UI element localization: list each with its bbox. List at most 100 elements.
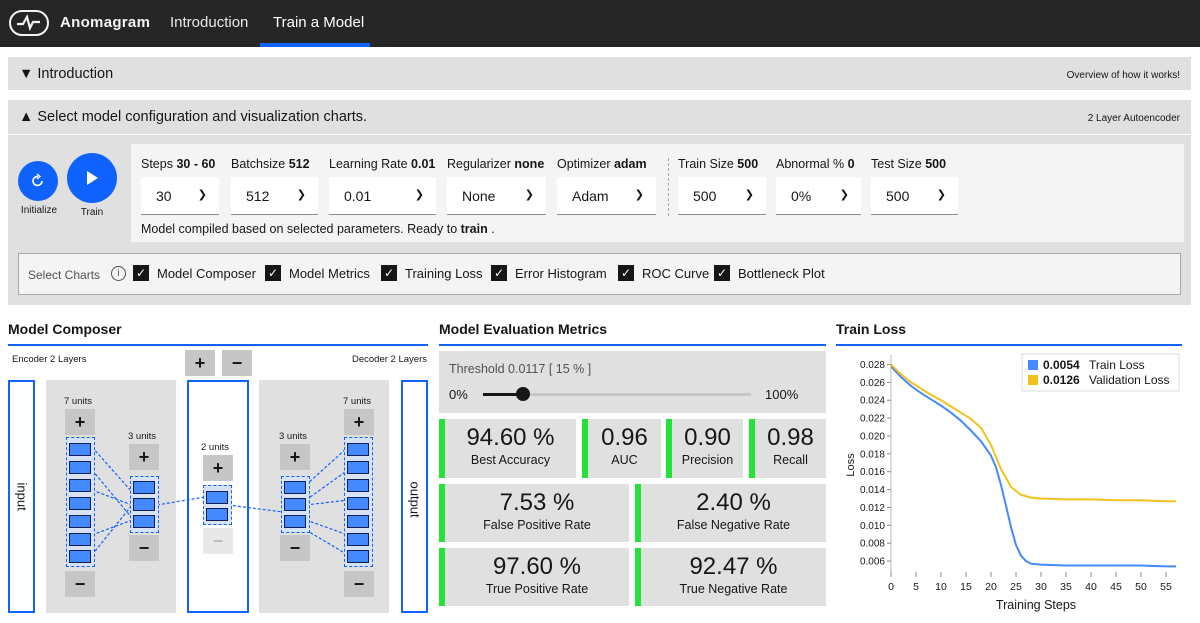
legend-box <box>1021 353 1180 392</box>
checkbox-label-error-histogram[interactable]: Error Histogram <box>515 266 607 281</box>
encoder-layers-label: Encoder 2 Layers <box>12 354 87 365</box>
metric-value: 0.98 <box>767 424 814 451</box>
unit <box>284 481 306 494</box>
tab-introduction[interactable]: Introduction <box>170 14 249 31</box>
network-connections <box>91 446 349 556</box>
remove-layer-button[interactable]: − <box>222 350 252 376</box>
unit <box>347 497 369 510</box>
introduction-accordion[interactable]: ▼ Introduction Overview of how it works! <box>8 57 1191 90</box>
tab-train-a-model[interactable]: Train a Model <box>273 14 365 31</box>
checkbox-model-composer[interactable]: ✓ <box>133 265 149 281</box>
decoder-layer2-add-button[interactable]: + <box>344 409 374 435</box>
chevron-down-icon: ❯ <box>839 189 849 201</box>
regularizer-select[interactable]: None ❯ <box>447 177 546 215</box>
decoder-layer1-remove-button[interactable]: − <box>280 535 310 561</box>
checkbox-training-loss[interactable]: ✓ <box>381 265 397 281</box>
abnormal-select[interactable]: 0% ❯ <box>776 177 861 215</box>
bottleneck-remove-button[interactable]: − <box>203 528 233 554</box>
test-size-label: Test Size 500 <box>871 157 947 171</box>
checkbox-label-model-composer[interactable]: Model Composer <box>157 266 256 281</box>
active-tab-indicator <box>260 43 370 47</box>
checkbox-roc-curve[interactable]: ✓ <box>618 265 634 281</box>
unit <box>133 498 155 511</box>
learning-rate-select-value: 0.01 <box>344 187 372 204</box>
anomagram-logo-icon[interactable] <box>9 10 49 36</box>
encoder-layer2-remove-button[interactable]: − <box>129 535 159 561</box>
y-tick-label: 0.016 <box>860 467 885 478</box>
y-tick-label: 0.024 <box>860 396 885 407</box>
model-composer-rule <box>8 344 428 346</box>
bottleneck-units-label: 2 units <box>201 442 229 453</box>
checkbox-label-roc-curve[interactable]: ROC Curve <box>642 266 710 281</box>
threshold-slider-handle[interactable] <box>516 387 531 401</box>
legend-swatch <box>1028 360 1038 370</box>
steps-select[interactable]: 30 ❯ <box>141 177 219 215</box>
x-tick-label: 30 <box>1035 581 1047 593</box>
batchsize-select[interactable]: 512 ❯ <box>231 177 318 215</box>
abnormal-select-value: 0% <box>791 187 812 204</box>
metric-label: True Negative Rate <box>679 582 788 596</box>
unit <box>347 550 369 563</box>
decoder-layer1-add-button[interactable]: + <box>280 444 310 470</box>
train-button[interactable] <box>67 153 117 203</box>
checkbox-label-model-metrics[interactable]: Model Metrics <box>289 266 370 281</box>
test-size-select[interactable]: 500 ❯ <box>871 177 958 215</box>
metric-label: False Positive Rate <box>483 518 591 532</box>
initialize-label: Initialize <box>20 205 58 216</box>
model-metrics-heading: Model Evaluation Metrics <box>439 321 608 337</box>
unit <box>284 515 306 528</box>
slider-max-label: 100% <box>765 387 799 402</box>
unit <box>206 508 228 521</box>
model-composer-heading: Model Composer <box>8 321 122 337</box>
encoder-layer1 <box>66 437 95 567</box>
train-size-select[interactable]: 500 ❯ <box>678 177 766 215</box>
threshold-slider-track[interactable] <box>483 387 751 401</box>
legend-value: 0.0054 <box>1043 358 1080 372</box>
add-layer-button[interactable]: + <box>185 350 215 376</box>
decoder-layer2-remove-button[interactable]: − <box>344 571 374 597</box>
info-icon[interactable]: i <box>111 266 126 281</box>
overview-link[interactable]: Overview of how it works! <box>1066 70 1180 81</box>
encoder-layer2-units-label: 3 units <box>128 431 156 442</box>
initialize-button[interactable] <box>18 161 58 201</box>
y-tick-label: 0.010 <box>860 521 885 532</box>
metric-false-negative-rate: 2.40 % False Negative Rate <box>635 484 826 542</box>
y-axis-title: Loss <box>845 453 857 477</box>
chevron-down-icon: ❯ <box>197 189 207 201</box>
unit <box>69 497 91 510</box>
steps-label: Steps 30 - 60 <box>141 157 216 171</box>
select-charts-label: Select Charts <box>28 268 101 282</box>
encoder-layer1-add-button[interactable]: + <box>65 409 95 435</box>
checkbox-label-bottleneck-plot[interactable]: Bottleneck Plot <box>738 266 825 281</box>
encoder-layer2-add-button[interactable]: + <box>129 444 159 470</box>
learning-rate-label: Learning Rate 0.01 <box>329 157 436 171</box>
series-line-train-loss <box>890 365 1176 568</box>
regularizer-label: Regularizer none <box>447 157 545 171</box>
unit <box>347 533 369 546</box>
y-tick-label: 0.018 <box>860 449 885 460</box>
metric-label: Precision <box>681 453 734 467</box>
decoder-layer1-units-label: 3 units <box>279 431 307 442</box>
checkbox-model-metrics[interactable]: ✓ <box>265 265 281 281</box>
unit <box>69 479 91 492</box>
app-title[interactable]: Anomagram <box>60 14 151 31</box>
unit <box>284 498 306 511</box>
checkbox-label-training-loss[interactable]: Training Loss <box>405 266 483 281</box>
x-tick-label: 15 <box>960 581 972 593</box>
optimizer-select[interactable]: Adam ❯ <box>557 177 656 215</box>
learning-rate-select[interactable]: 0.01 ❯ <box>329 177 436 215</box>
metric-best-accuracy: 94.60 % Best Accuracy <box>439 419 576 478</box>
reset-icon <box>32 173 43 187</box>
x-tick-label: 0 <box>888 581 894 593</box>
unit <box>69 550 91 563</box>
checkbox-bottleneck-plot[interactable]: ✓ <box>714 265 730 281</box>
status-message: Model compiled based on selected paramet… <box>141 222 495 236</box>
series-line-validation-loss <box>890 363 1176 503</box>
legend-value: 0.0126 <box>1043 373 1080 387</box>
checkbox-error-histogram[interactable]: ✓ <box>491 265 507 281</box>
bottleneck-add-button[interactable]: + <box>203 455 233 481</box>
config-accordion[interactable]: ▲ Select model configuration and visuali… <box>8 100 1191 134</box>
unit <box>69 461 91 474</box>
encoder-layer1-remove-button[interactable]: − <box>65 571 95 597</box>
batchsize-label: Batchsize 512 <box>231 157 310 171</box>
